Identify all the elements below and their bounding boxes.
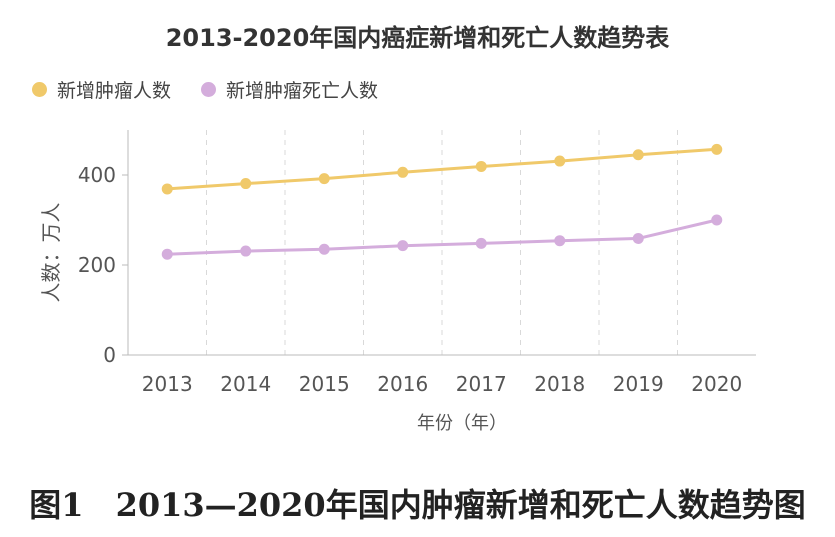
- data-point-series-1: [318, 173, 330, 185]
- x-tick-label: 2013: [142, 372, 193, 396]
- x-tick-label: 2016: [377, 372, 428, 396]
- data-point-series-1: [397, 166, 409, 178]
- data-point-series-1: [161, 183, 173, 195]
- chart-plot: 0 200 400 2013 2014 2015 2016 2017 2018 2019 2020 年…: [39, 130, 756, 434]
- data-point-series-2: [632, 232, 644, 244]
- data-point-series-2: [397, 240, 409, 252]
- data-point-series-2: [554, 235, 566, 247]
- data-point-series-2: [711, 214, 723, 226]
- data-point-series-1: [554, 155, 566, 167]
- data-point-series-2: [240, 245, 252, 257]
- chart-title: 2013-2020年国内癌症新增和死亡人数趋势表: [165, 24, 670, 52]
- data-point-series-1: [711, 143, 723, 155]
- x-tick-label: 2015: [299, 372, 350, 396]
- data-point-series-2: [475, 237, 487, 249]
- legend-label-deaths: 新增肿瘤死亡人数: [226, 80, 379, 102]
- legend-item-deaths[interactable]: 新增肿瘤死亡人数: [201, 76, 378, 103]
- data-point-series-2: [318, 243, 330, 255]
- legend: 新增肿瘤人数 新增肿瘤死亡人数: [32, 76, 408, 103]
- y-tick-label: 0: [103, 343, 116, 367]
- data-point-series-1: [240, 178, 252, 190]
- legend-item-new-cases[interactable]: 新增肿瘤人数: [32, 76, 171, 103]
- x-tick-label: 2014: [220, 372, 271, 396]
- series-line-1: [165, 147, 719, 191]
- y-tick-label: 200: [78, 253, 116, 277]
- legend-label-new-cases: 新增肿瘤人数: [57, 80, 172, 102]
- x-tick-label: 2020: [691, 372, 742, 396]
- x-axis-label: 年份（年）: [417, 413, 507, 434]
- legend-dot-new-cases: [32, 82, 47, 97]
- data-point-series-2: [161, 248, 173, 260]
- x-tick-label: 2018: [534, 372, 585, 396]
- series-line-2: [165, 218, 719, 256]
- legend-dot-deaths: [201, 82, 217, 97]
- y-tick-label: 400: [78, 163, 116, 187]
- figure-caption: 图1 2013—2020年国内肿瘤新增和死亡人数趋势图: [29, 486, 806, 524]
- data-point-series-1: [475, 160, 487, 172]
- data-point-series-1: [632, 149, 644, 161]
- x-tick-label: 2019: [613, 372, 664, 396]
- x-tick-label: 2017: [456, 372, 507, 396]
- y-axis-label: 人数：万人: [39, 203, 63, 303]
